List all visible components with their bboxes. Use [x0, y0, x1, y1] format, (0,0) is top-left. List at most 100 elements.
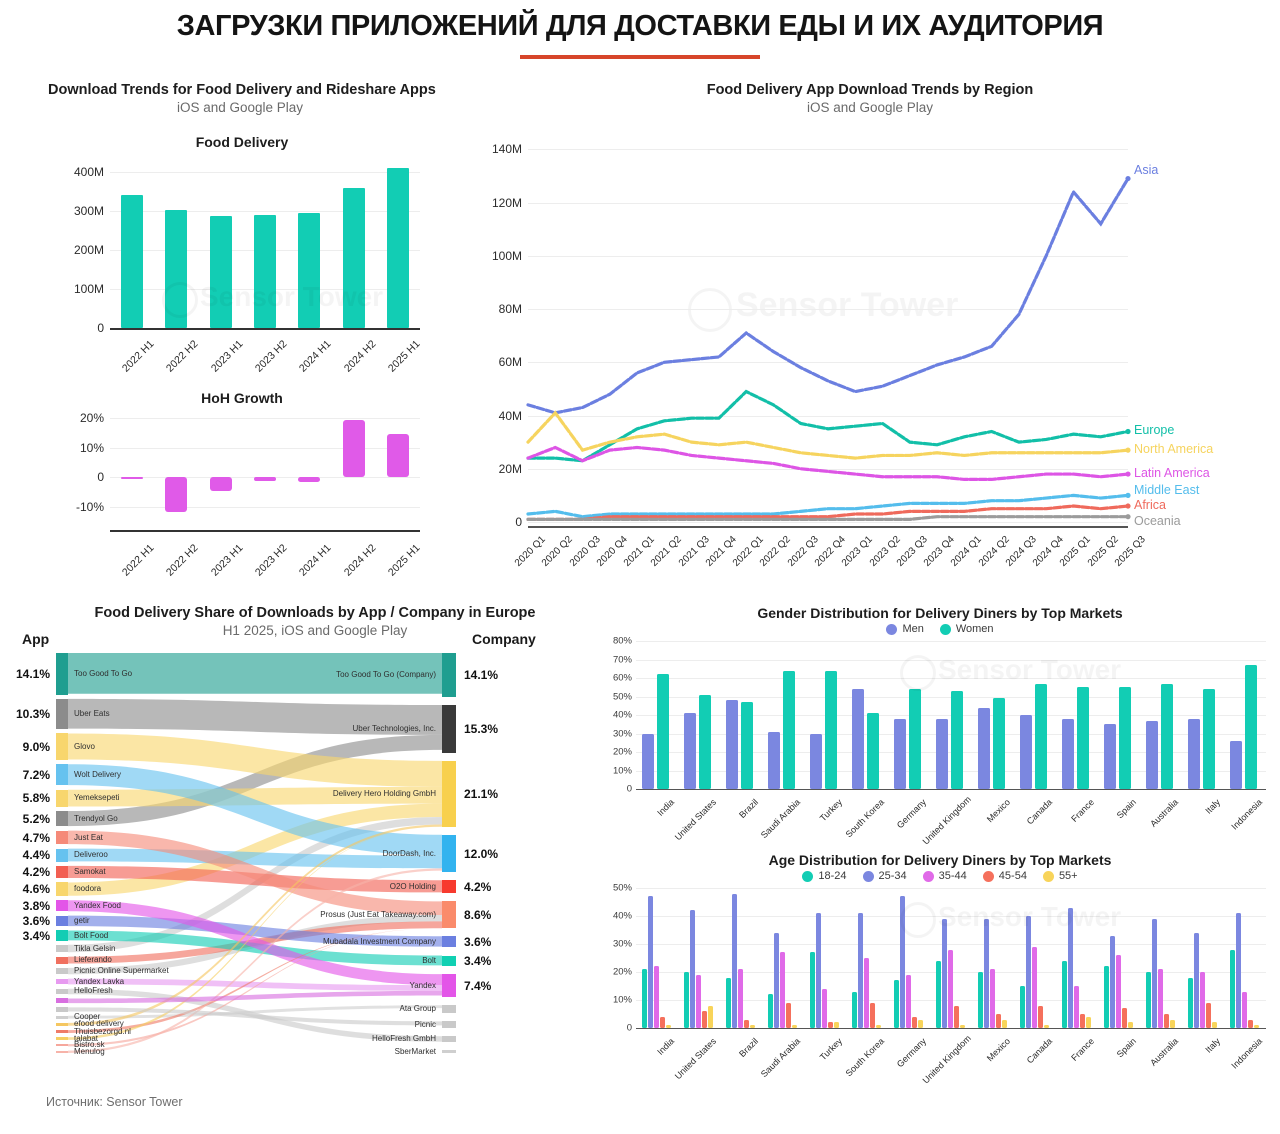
gridline: [636, 641, 1266, 642]
bar: [1163, 1014, 1169, 1028]
bar: [833, 1022, 839, 1028]
bar: [654, 966, 659, 1028]
legend-label: Men: [902, 623, 924, 635]
sankey-node-company: [442, 705, 456, 753]
sankey-node-label: Yemeksepeti: [74, 793, 120, 803]
sankey-node-label: talabat: [74, 1033, 99, 1043]
bar: [827, 1022, 833, 1028]
x-axis-tick: Indonesia: [1229, 1036, 1265, 1071]
sankey-node-app: [56, 1044, 68, 1047]
legend-item: 55+: [1042, 870, 1078, 882]
bar: [959, 1025, 965, 1028]
sankey-node-label: foodora: [74, 884, 102, 894]
sankey-node-company: [442, 901, 456, 929]
bar: [1152, 918, 1157, 1028]
series-label: Middle East: [1134, 483, 1200, 498]
sankey-node-label: Just Eat: [74, 832, 103, 842]
bar: [684, 972, 689, 1028]
sankey-node-company: [442, 880, 456, 894]
sankey-node-company: [442, 974, 456, 998]
sankey-node-label: Uber Eats: [74, 709, 110, 719]
bar: [1104, 966, 1109, 1028]
gridline: [636, 659, 1266, 661]
x-axis-line: [110, 328, 420, 330]
y-axis-tick: 0: [626, 783, 632, 795]
panel-download-trends: Download Trends for Food Delivery and Ri…: [22, 82, 462, 592]
sankey-node-label: Prosus (Just Eat Takeaway.com): [320, 909, 436, 919]
y-axis-tick: 80M: [498, 302, 522, 317]
series-endpoint: [1125, 492, 1131, 498]
bar: [909, 689, 921, 789]
chart-hoh-growth: 20% 10% 0 -10%: [76, 411, 420, 532]
sankey-node-company: [442, 1036, 456, 1043]
sankey-flow: [68, 900, 442, 986]
bar: [165, 477, 188, 513]
panel1-title: Download Trends for Food Delivery and Ri…: [48, 82, 436, 98]
sankey-node-label: Ata Group: [399, 1004, 436, 1014]
sankey-node-app: [56, 789, 68, 807]
series-endpoint: [1125, 514, 1131, 520]
chart-title-food-delivery: Food Delivery: [195, 134, 289, 150]
sankey-node-label: Tikla Gelsin: [74, 943, 116, 953]
sankey-flow: [68, 826, 442, 1040]
y-axis-tick: 10%: [612, 994, 632, 1006]
bar: [690, 910, 695, 1028]
sankey-app-pct: 14.1%: [15, 666, 50, 681]
bar: [953, 1005, 959, 1028]
sankey-node-label: Picnic: [414, 1019, 436, 1029]
gridline: [528, 202, 1128, 204]
sankey-node-app: [56, 978, 68, 985]
y-axis-tick: 200M: [73, 242, 104, 257]
sankey-node-app: [56, 1007, 68, 1012]
sankey-company-pct: 3.6%: [464, 934, 492, 949]
bar: [1211, 1022, 1217, 1028]
panel3-subtitle: H1 2025, iOS and Google Play: [222, 623, 408, 638]
sankey-flow: [68, 764, 442, 856]
sankey-node-label: HelloFresh GmbH: [371, 1034, 436, 1044]
legend-swatch: [862, 870, 874, 882]
sankey-flow: [68, 848, 442, 869]
bar: [342, 420, 365, 478]
panel-gender-distribution: Gender Distribution for Delivery Diners …: [600, 605, 1280, 855]
sankey-node-company: [442, 834, 456, 873]
sankey-node-app: [56, 733, 68, 760]
chart-region-lines: 140M 120M 100M 80M 60M 40M 20M 0 Asia Europe North…: [492, 136, 1213, 529]
series-label: Africa: [1134, 498, 1166, 513]
sankey-node-label: Thuisbezorgd.nl: [74, 1026, 131, 1036]
bar: [783, 670, 795, 789]
legend-label: 55+: [1058, 870, 1078, 882]
bar: [906, 974, 911, 1028]
sankey-flow: [68, 928, 442, 1033]
sankey-node-label: Menulog: [74, 1046, 105, 1056]
bar: [1020, 715, 1033, 789]
sankey-node-app: [56, 944, 68, 953]
y-axis-tick: 50%: [612, 691, 632, 702]
panel1-heading: Download Trends for Food Delivery and Ri…: [22, 82, 462, 115]
y-axis-tick: 20%: [612, 966, 632, 978]
bar: [911, 1016, 917, 1028]
sankey-node-label: Trendyol Go: [74, 813, 118, 823]
bar: [738, 969, 743, 1028]
gridline: [528, 309, 1128, 311]
sankey-node-label: Wolt Delivery: [74, 769, 121, 779]
series-endpoint: [1125, 503, 1131, 509]
bar: [701, 1011, 707, 1028]
legend-item: 35-44: [922, 870, 967, 882]
bar: [1230, 949, 1235, 1028]
series-line: [526, 504, 1130, 521]
series-line: [526, 493, 1130, 519]
bar: [342, 188, 365, 328]
y-axis-tick: 10%: [612, 765, 632, 776]
sankey-node-app: [56, 865, 68, 879]
series-line: [526, 389, 1130, 463]
sankey-flow: [68, 733, 442, 787]
sankey-node-label: HelloFresh: [74, 986, 113, 996]
sankey-node-label: Picnic Online Supermarket: [74, 966, 169, 976]
sankey-company-pct: 8.6%: [464, 907, 492, 922]
bar: [684, 713, 697, 789]
bar: [867, 713, 879, 789]
bar: [1169, 1019, 1175, 1028]
gridline: [636, 916, 1266, 917]
bar: [810, 952, 815, 1028]
